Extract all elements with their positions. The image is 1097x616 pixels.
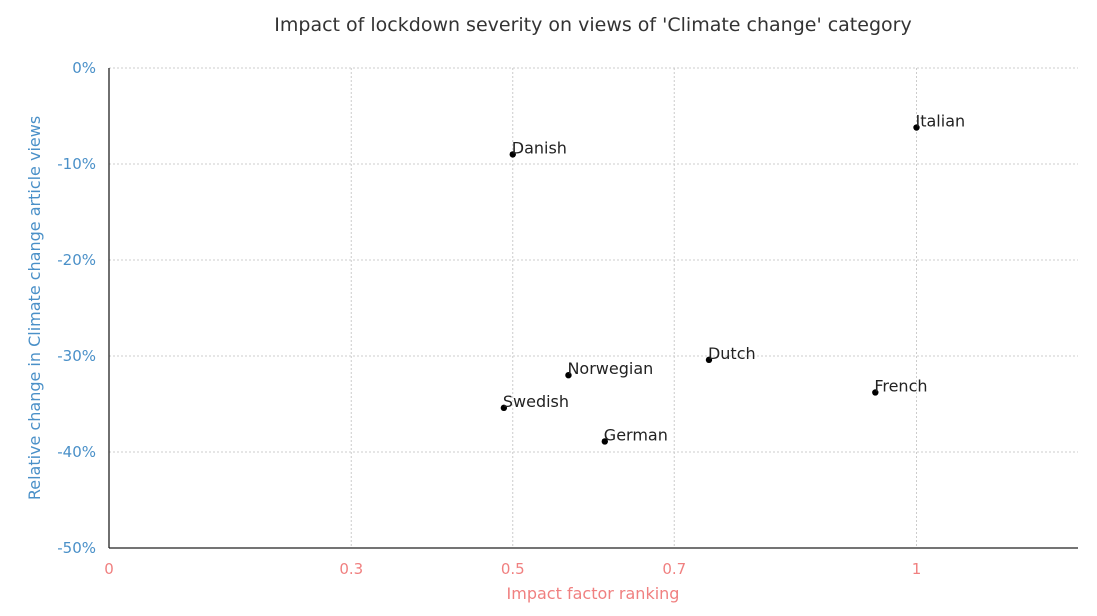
y-tick-label-1: -10% [57,155,96,173]
y-tick-label-4: -40% [57,443,96,461]
data-point-swedish: Swedish [500,392,569,412]
point-label: Italian [916,112,966,131]
x-tick-label-1: 0.3 [339,560,363,578]
x-tick-label-3: 0.7 [662,560,686,578]
point-marker [913,124,920,131]
y-tick-label-0: 0% [72,59,96,77]
point-marker [705,356,713,364]
data-point-french: French [872,376,928,396]
chart-title: Impact of lockdown severity on views of … [274,14,911,36]
data-point-danish: Danish [509,138,567,158]
y-axis-label: Relative change in Climate change articl… [25,116,44,500]
y-tick-label-3: -30% [57,347,96,365]
data-points: Italian Danish Dutch Norwegian French Swedish… [500,112,965,445]
x-tick-labels: 0 0.3 0.5 0.7 1 [104,560,921,578]
point-marker [565,372,572,379]
x-tick-label-2: 0.5 [501,560,525,578]
data-point-german: German [601,425,668,445]
axes [108,68,1078,549]
point-label: German [604,425,668,444]
x-axis-label: Impact factor ranking [507,584,680,603]
point-label: Norwegian [567,359,653,378]
data-point-dutch: Dutch [705,344,756,364]
point-marker [509,151,516,158]
point-label: Dutch [708,344,756,363]
y-tick-label-2: -20% [57,251,96,269]
y-tick-labels: 0% -10% -20% -30% -40% -50% [57,59,96,557]
x-tick-label-4: 1 [912,560,922,578]
grid-lines [109,67,1078,548]
data-point-norwegian: Norwegian [565,359,653,379]
point-label: Swedish [503,392,569,411]
data-point-italian: Italian [913,112,965,131]
x-tick-label-0: 0 [104,560,114,578]
point-marker [872,389,879,396]
point-label: Danish [512,138,567,157]
point-marker [601,438,609,445]
y-tick-label-5: -50% [57,539,96,557]
point-marker [500,404,508,412]
point-label: French [874,376,927,395]
